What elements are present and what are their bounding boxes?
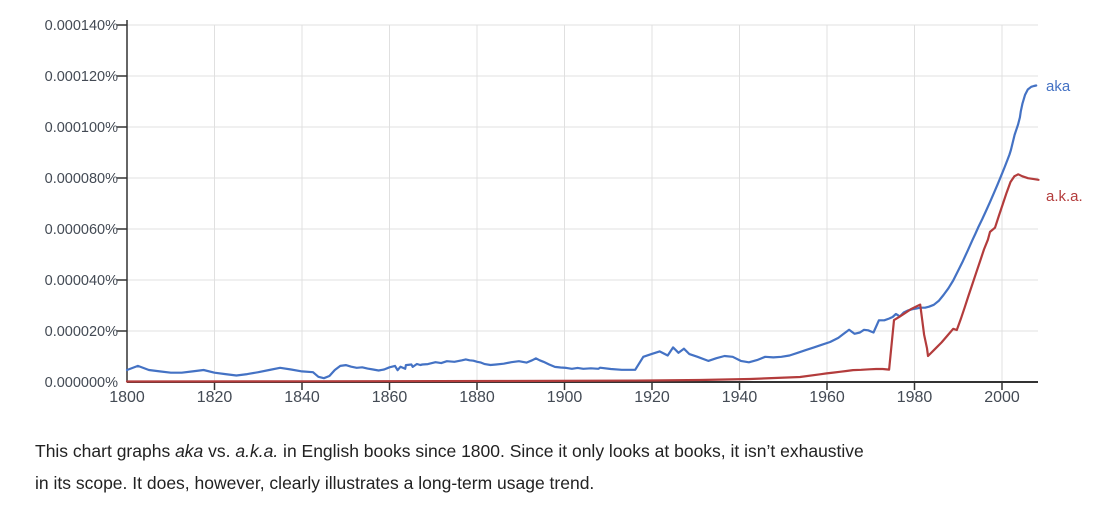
- svg-text:1820: 1820: [197, 389, 233, 406]
- svg-text:0.000040%: 0.000040%: [45, 273, 118, 289]
- svg-text:1980: 1980: [897, 389, 933, 406]
- svg-text:0.000020%: 0.000020%: [45, 324, 118, 340]
- svg-text:0.000140%: 0.000140%: [45, 18, 118, 34]
- svg-text:1800: 1800: [109, 389, 145, 406]
- svg-text:1920: 1920: [634, 389, 670, 406]
- svg-text:0.000000%: 0.000000%: [45, 375, 118, 391]
- svg-text:1960: 1960: [809, 389, 845, 406]
- svg-text:0.000060%: 0.000060%: [45, 222, 118, 238]
- svg-text:aka: aka: [1046, 78, 1071, 95]
- svg-text:a.k.a.: a.k.a.: [1046, 188, 1083, 205]
- svg-text:1840: 1840: [284, 389, 320, 406]
- svg-text:0.000080%: 0.000080%: [45, 171, 118, 187]
- svg-text:2000: 2000: [984, 389, 1020, 406]
- svg-text:0.000100%: 0.000100%: [45, 120, 118, 136]
- svg-text:1900: 1900: [547, 389, 583, 406]
- svg-text:1880: 1880: [459, 389, 495, 406]
- svg-text:0.000120%: 0.000120%: [45, 69, 118, 85]
- svg-text:1860: 1860: [372, 389, 408, 406]
- svg-text:1940: 1940: [722, 389, 758, 406]
